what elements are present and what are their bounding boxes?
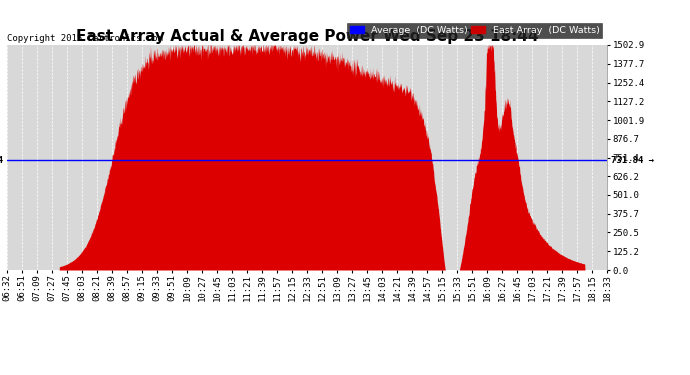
Legend: Average  (DC Watts), East Array  (DC Watts): Average (DC Watts), East Array (DC Watts… [347,23,602,38]
Text: Copyright 2015 Cartronics.com: Copyright 2015 Cartronics.com [7,34,163,43]
Text: 731.84 →: 731.84 → [611,156,654,165]
Title: East Array Actual & Average Power Wed Sep 23 18:44: East Array Actual & Average Power Wed Se… [76,29,538,44]
Text: ← 731.84: ← 731.84 [0,156,3,165]
